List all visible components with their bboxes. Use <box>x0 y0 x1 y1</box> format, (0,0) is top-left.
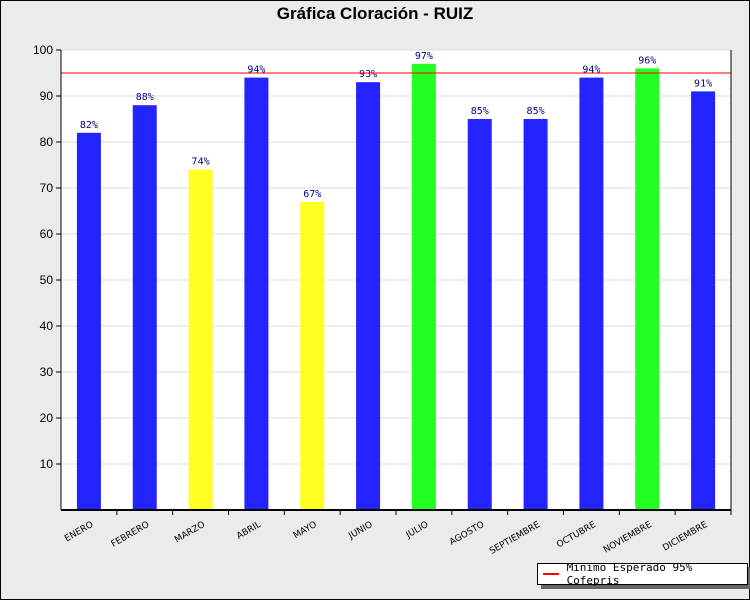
x-tick-label: OCTUBRE <box>555 520 598 551</box>
x-tick-label: ENERO <box>63 520 95 544</box>
x-tick-label: SEPTIEMBRE <box>488 520 542 557</box>
y-tick-label: 60 <box>40 227 54 241</box>
y-tick-label: 30 <box>40 365 54 379</box>
x-tick-label: NOVIEMBRE <box>602 520 654 556</box>
bar-octubre <box>579 77 604 510</box>
data-label: 97% <box>415 51 433 62</box>
y-tick-label: 90 <box>40 89 54 103</box>
x-tick-label: ABRIL <box>235 520 263 542</box>
chart-title: Gráfica Cloración - RUIZ <box>276 4 474 23</box>
legend: Minimo Esperado 95% Cofepris <box>537 561 748 587</box>
y-tick-label: 10 <box>40 457 54 471</box>
x-tick-label: DICIEMBRE <box>661 520 710 554</box>
x-tick-label: AGOSTO <box>448 520 486 548</box>
bar-abril <box>244 77 269 510</box>
legend-label: Minimo Esperado 95% Cofepris <box>566 561 693 587</box>
y-tick-label: 40 <box>40 319 54 333</box>
bar-agosto <box>467 119 492 510</box>
data-label: 82% <box>80 120 98 131</box>
y-tick-label: 80 <box>40 135 54 149</box>
y-tick-label: 100 <box>33 43 53 57</box>
data-label: 85% <box>471 106 489 117</box>
x-tick-label: FEBRERO <box>110 520 152 550</box>
legend-swatch-red-line <box>543 573 559 575</box>
data-label: 85% <box>527 106 545 117</box>
data-label: 91% <box>694 78 712 89</box>
y-tick-label: 20 <box>40 411 54 425</box>
bar-marzo <box>188 169 213 510</box>
x-tick-label: MAYO <box>292 520 319 541</box>
x-tick-label: MARZO <box>173 520 207 545</box>
data-label: 94% <box>247 65 265 76</box>
bar-noviembre <box>635 68 660 511</box>
bar-diciembre <box>691 91 716 511</box>
bar-febrero <box>132 105 157 510</box>
bar-enero <box>76 132 101 511</box>
bar-septiembre <box>523 119 548 510</box>
x-tick-label: JUNIO <box>346 520 374 542</box>
y-tick-label: 50 <box>40 273 54 287</box>
data-label: 93% <box>359 69 377 80</box>
bar-junio <box>356 82 381 510</box>
data-label: 67% <box>303 189 321 200</box>
data-label: 74% <box>192 157 210 168</box>
bar-mayo <box>300 201 325 511</box>
x-tick-label: JULIO <box>404 520 431 541</box>
data-label: 88% <box>136 92 154 103</box>
y-tick-label: 70 <box>40 181 54 195</box>
data-label: 94% <box>582 65 600 76</box>
data-label: 96% <box>638 55 656 66</box>
bar-julio <box>411 63 436 511</box>
